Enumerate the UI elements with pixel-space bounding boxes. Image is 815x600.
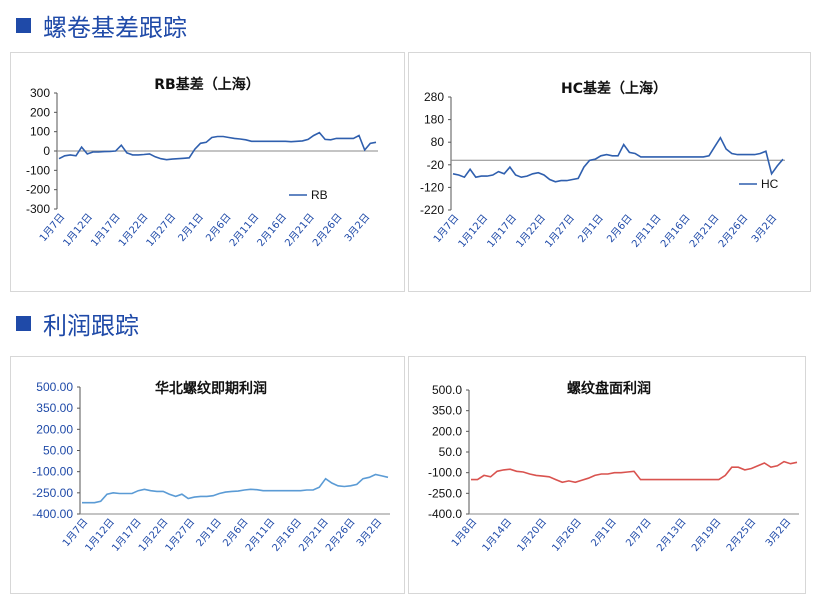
series-line — [58, 131, 377, 161]
chart-spot-profit: 华北螺纹即期利润 500.00 350.00 200.00 50.00 -100.00 -2… — [32, 380, 390, 554]
x-tick-label: 3月2日 — [763, 516, 793, 549]
y-tick-label: -400.0 — [428, 507, 462, 521]
y-tick-label: -250.00 — [32, 486, 73, 500]
y-tick-label: 50.00 — [43, 444, 73, 458]
x-tick-label: 1月27日 — [144, 211, 178, 249]
x-tick-label: 1月27日 — [543, 212, 577, 250]
x-tick-label: 3月2日 — [749, 212, 779, 245]
y-tick-label: -20 — [427, 158, 445, 172]
chart-rb-basis: RB基差（上海）3002001000-100-200-3001月7日1月12日1… — [26, 76, 378, 249]
chart-title: HC基差（上海） — [561, 80, 667, 97]
section-bullet-icon — [16, 17, 31, 33]
section-bullet-icon — [16, 315, 31, 331]
y-tick-label: 100 — [30, 125, 50, 139]
y-tick-label: -300 — [26, 202, 50, 216]
x-tick-label: 2月26日 — [716, 212, 750, 250]
x-tick-label: 1月22日 — [514, 212, 548, 250]
y-tick-label: 500.0 — [432, 383, 462, 397]
x-tick-label: 3月2日 — [354, 516, 384, 549]
y-tick-label: -100.0 — [428, 466, 462, 480]
chart-panel-futures-profit: 螺纹盘面利润 500.0 350.0 200.0 50.0 -100.0 -250.0 -40… — [408, 356, 806, 594]
x-tick-label: 3月2日 — [342, 211, 372, 244]
y-tick-label: 500.00 — [36, 380, 73, 394]
chart-futures-profit: 螺纹盘面利润 500.0 350.0 200.0 50.0 -100.0 -250.0 -40… — [428, 380, 799, 554]
chart-title: 螺纹盘面利润 — [567, 380, 651, 397]
legend-label: RB — [311, 188, 328, 202]
series-line — [471, 460, 798, 484]
series-line — [82, 473, 389, 504]
chart-panel-spot-profit: 华北螺纹即期利润 500.00 350.00 200.00 50.00 -100.00 -2… — [10, 356, 405, 594]
section-title-text: 螺卷基差跟踪 — [43, 13, 187, 42]
x-tick-label: 2月25日 — [724, 516, 758, 554]
x-tick-label: 1月27日 — [163, 516, 197, 554]
x-tick-label: 2月1日 — [576, 212, 606, 245]
x-tick-label: 2月21日 — [687, 212, 721, 250]
y-tick-label: -250.0 — [428, 486, 462, 500]
y-tick-label: 80 — [431, 135, 445, 149]
y-tick-label: 200.0 — [432, 424, 462, 438]
series-line — [452, 136, 784, 183]
x-tick-label: 2月1日 — [589, 516, 619, 549]
y-tick-label: 350.0 — [432, 404, 462, 418]
section-title-text: 利润跟踪 — [43, 311, 139, 340]
section-title-basis: 螺卷基差跟踪 — [16, 10, 187, 42]
section-title-profit: 利润跟踪 — [16, 308, 139, 340]
chart-title: 华北螺纹即期利润 — [155, 380, 267, 397]
y-tick-label: -100.00 — [32, 465, 73, 479]
y-tick-label: -120 — [420, 180, 444, 194]
y-tick-label: 180 — [424, 113, 444, 127]
y-tick-label: 200 — [30, 105, 50, 119]
chart-hc-basis: HC基差（上海） 280 180 80 -20 -120 -2201月7日1月12日1月17… — [420, 80, 785, 250]
x-tick-label: 2月7日 — [624, 516, 654, 549]
y-tick-label: 280 — [424, 90, 444, 104]
x-tick-label: 2月26日 — [310, 211, 344, 249]
chart-title: RB基差（上海） — [154, 76, 259, 93]
x-tick-label: 1月14日 — [480, 516, 514, 554]
y-tick-label: 300 — [30, 86, 50, 100]
x-tick-label: 2月26日 — [323, 516, 357, 554]
x-tick-label: 2月13日 — [654, 516, 688, 554]
chart-panel-hc-basis: HC基差（上海） 280 180 80 -20 -120 -220 1月7日 1月12日 1月17… — [408, 52, 811, 292]
y-tick-label: 350.00 — [36, 401, 73, 415]
y-tick-label: 200.00 — [36, 422, 73, 436]
x-tick-label: 1月26日 — [550, 516, 584, 554]
y-tick-label: -220 — [420, 203, 444, 217]
x-tick-label: 1月8日 — [449, 516, 479, 549]
chart-panel-rb-basis: RB基差（上海） 300 200 100 0 -100 -200 -300 1月7日 1月12日 1… — [10, 52, 405, 292]
y-tick-label: -400.00 — [32, 507, 73, 521]
y-tick-label: 50.0 — [439, 445, 463, 459]
x-tick-label: 2月6日 — [605, 212, 635, 245]
x-tick-label: 1月7日 — [431, 212, 461, 245]
y-tick-label: -100 — [26, 163, 50, 177]
x-tick-label: 2月1日 — [176, 211, 206, 244]
legend-label: HC — [761, 177, 779, 191]
x-tick-label: 2月16日 — [658, 212, 692, 250]
x-tick-label: 2月19日 — [689, 516, 723, 554]
y-tick-label: -200 — [26, 183, 50, 197]
x-tick-label: 1月17日 — [485, 212, 519, 250]
x-tick-label: 1月20日 — [515, 516, 549, 554]
x-tick-label: 2月1日 — [194, 516, 224, 549]
x-tick-label: 1月12日 — [456, 212, 490, 250]
y-tick-label: 0 — [43, 144, 50, 158]
x-tick-label: 2月11日 — [629, 212, 663, 250]
